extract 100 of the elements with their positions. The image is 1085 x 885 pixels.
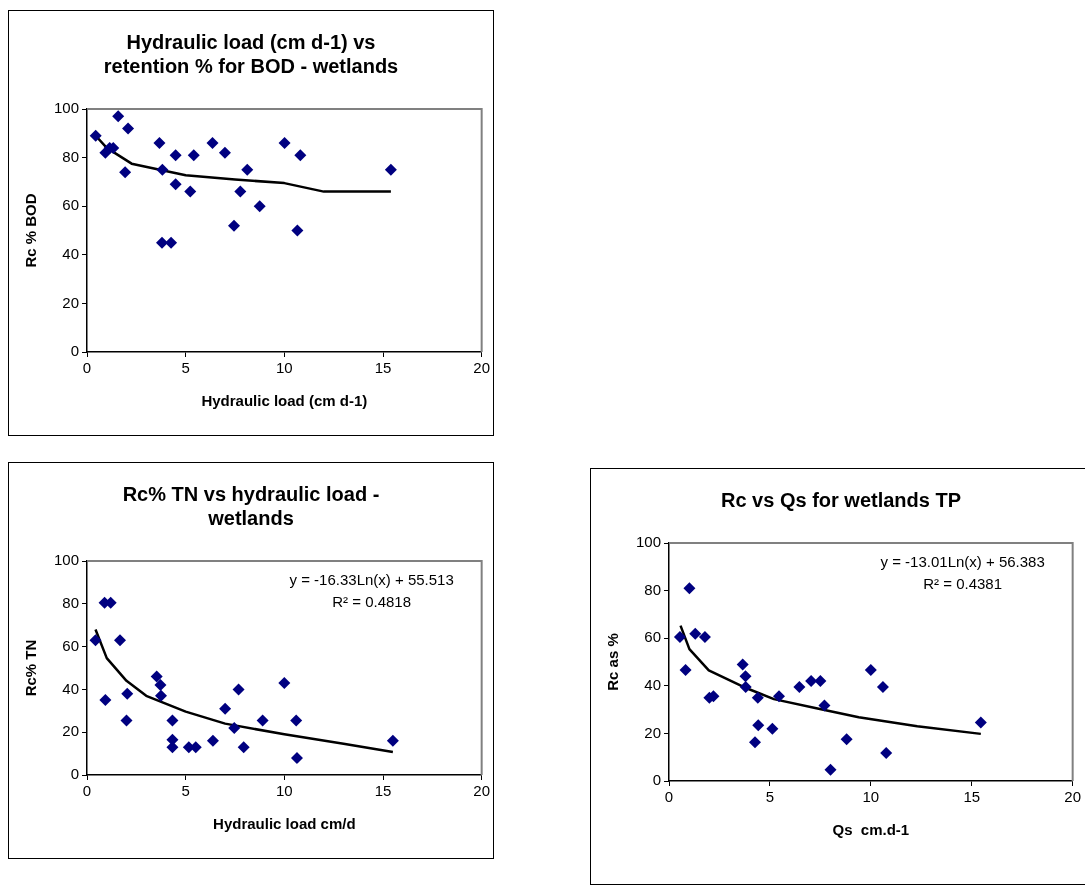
x-tick-label: 15 <box>374 359 392 377</box>
point <box>766 722 779 735</box>
y-tick-label: 40 <box>644 675 662 693</box>
y-tick-label: 60 <box>644 628 662 646</box>
annotation: y = -16.33Ln(x) + 55.513 <box>289 570 454 588</box>
point <box>169 149 182 162</box>
chart-title: Rc vs Qs for wetlands TP <box>720 488 962 511</box>
point <box>241 163 254 176</box>
x-tick-label: 15 <box>963 788 981 806</box>
point <box>256 714 269 727</box>
point <box>89 634 102 647</box>
x-tick-label: 0 <box>82 359 92 377</box>
y-tick-label: 100 <box>636 533 662 551</box>
point <box>184 185 197 198</box>
point <box>291 224 304 237</box>
point <box>876 680 889 693</box>
point <box>880 746 893 759</box>
point <box>749 736 761 749</box>
point <box>974 716 987 729</box>
y-axis-title: Rc as % <box>604 633 622 691</box>
y-axis-title: Rc% TN <box>22 639 40 697</box>
y-tick-label: 20 <box>644 723 662 741</box>
point <box>840 733 853 746</box>
y-tick-label: 20 <box>62 293 80 311</box>
point <box>679 664 692 677</box>
annotation: y = -13.01Ln(x) + 56.383 <box>880 552 1045 570</box>
point <box>290 751 303 764</box>
point <box>237 741 250 754</box>
chart-title: Hydraulic load (cm d-1) vs retention % for BOD - wetlands <box>103 30 399 77</box>
point <box>120 714 133 727</box>
x-tick-label: 5 <box>181 782 190 800</box>
point <box>122 122 135 135</box>
point <box>278 137 291 150</box>
chart-title: Rc% TN vs hydraulic load - wetlands <box>122 482 380 529</box>
x-tick-label: 20 <box>1064 788 1081 806</box>
x-tick-label: 15 <box>374 782 392 800</box>
point <box>228 721 241 734</box>
point <box>156 163 169 176</box>
y-tick-label: 40 <box>62 679 80 697</box>
point <box>290 714 303 727</box>
y-tick-label: 40 <box>62 244 80 262</box>
point <box>166 714 179 727</box>
point <box>206 734 219 747</box>
point <box>278 676 291 689</box>
annotation: R² = 0.4381 <box>923 574 1003 592</box>
point <box>386 734 399 747</box>
x-tick-label: 20 <box>473 782 490 800</box>
x-tick-label: 10 <box>276 359 293 377</box>
point <box>234 185 247 198</box>
point <box>824 763 837 776</box>
x-tick-label: 5 <box>765 788 775 806</box>
point <box>818 699 831 712</box>
point <box>112 110 125 123</box>
point <box>793 680 806 693</box>
point <box>739 680 752 693</box>
point <box>150 670 163 683</box>
y-tick-label: 100 <box>54 99 80 117</box>
point <box>99 694 112 707</box>
y-tick-label: 80 <box>644 580 662 598</box>
y-tick-label: 20 <box>62 722 80 740</box>
point <box>89 129 102 142</box>
point <box>752 719 765 732</box>
x-tick-label: 0 <box>82 782 92 800</box>
point <box>218 146 231 159</box>
point <box>155 689 168 702</box>
y-tick-label: 100 <box>54 551 80 569</box>
annotation: R² = 0.4818 <box>332 592 412 610</box>
point <box>187 149 200 162</box>
x-axis-title: Hydraulic load (cm d-1) <box>201 392 368 410</box>
point <box>119 166 132 179</box>
point <box>294 149 307 162</box>
y-axis-title: Rc % BOD <box>22 193 40 268</box>
x-tick-label: 0 <box>664 788 674 806</box>
point <box>384 163 397 176</box>
y-tick-label: 60 <box>62 636 80 654</box>
point <box>814 675 827 688</box>
point <box>153 137 166 150</box>
y-tick-label: 0 <box>70 765 80 783</box>
point <box>689 627 702 640</box>
point <box>165 236 178 249</box>
x-axis-title: Hydraulic load cm/d <box>213 815 356 833</box>
point <box>232 683 245 696</box>
point <box>113 634 126 647</box>
y-tick-label: 0 <box>652 771 662 789</box>
x-tick-label: 10 <box>862 788 880 806</box>
point <box>253 200 266 213</box>
x-tick-label: 10 <box>276 782 293 800</box>
y-tick-label: 60 <box>62 196 80 214</box>
point <box>739 670 752 683</box>
point <box>673 631 686 644</box>
x-tick-label: 5 <box>181 359 190 377</box>
x-axis-title: Qs cm.d-1 <box>832 821 910 839</box>
point <box>773 690 786 703</box>
y-tick-label: 80 <box>62 147 80 165</box>
point <box>169 178 182 191</box>
point <box>864 664 877 677</box>
point <box>683 582 696 595</box>
x-tick-label: 20 <box>473 359 490 377</box>
point <box>736 658 749 671</box>
point <box>228 219 241 232</box>
